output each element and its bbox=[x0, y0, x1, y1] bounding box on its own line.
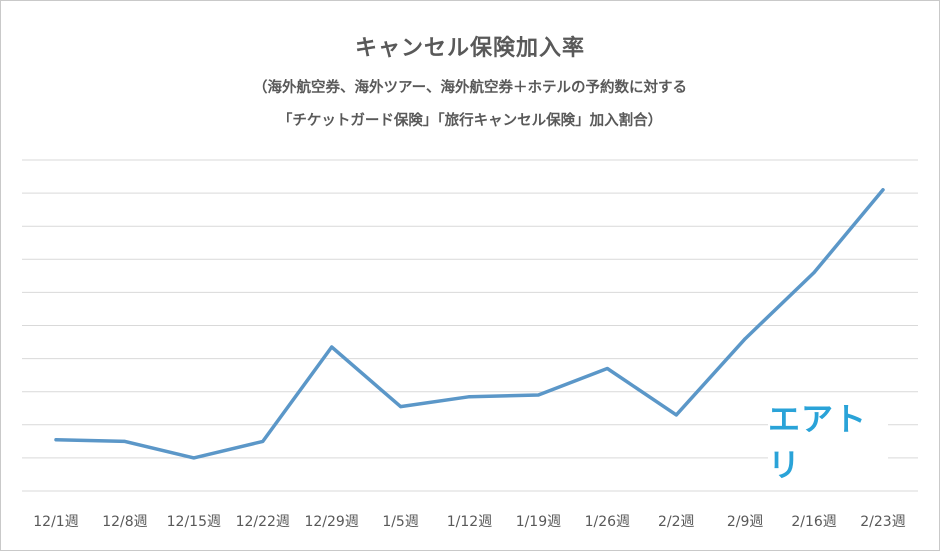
x-tick-label: 1/12週 bbox=[447, 514, 492, 530]
x-tick-label: 2/9週 bbox=[727, 514, 764, 530]
x-tick-label: 1/19週 bbox=[516, 514, 561, 530]
gridlines bbox=[22, 159, 918, 492]
x-tick-label: 2/16週 bbox=[791, 514, 836, 530]
data-point bbox=[468, 395, 471, 399]
airtrip-logo: エアトリ bbox=[768, 400, 888, 484]
chart-subtitle-line-2: 「チケットガード保険」「旅行キャンセル保険」加入割合） bbox=[277, 113, 663, 129]
data-point bbox=[536, 393, 540, 397]
x-tick-label: 2/23週 bbox=[860, 514, 905, 530]
x-tick-label: 12/22週 bbox=[236, 514, 290, 530]
chart-title: キャンセル保険加入率 bbox=[354, 36, 585, 61]
data-point bbox=[399, 405, 403, 409]
data-point bbox=[881, 188, 885, 192]
x-axis-labels: 12/1週 12/8週 12/15週 12/22週 12/29週 1/5週 1/12週 1/1… bbox=[33, 514, 905, 530]
data-point bbox=[54, 438, 58, 442]
data-point bbox=[674, 413, 678, 417]
x-tick-label: 12/8週 bbox=[102, 514, 147, 530]
x-tick-label: 12/29週 bbox=[304, 514, 358, 530]
data-point bbox=[192, 456, 196, 460]
data-point bbox=[743, 337, 747, 341]
chart-subtitle-line-1: （海外航空券、海外ツアー、海外航空券＋ホテルの予約数に対する bbox=[253, 80, 687, 96]
data-point bbox=[261, 439, 265, 443]
series-group bbox=[54, 188, 885, 460]
data-point bbox=[812, 271, 816, 275]
x-tick-label: 12/1週 bbox=[33, 514, 78, 530]
x-tick-label: 1/26週 bbox=[585, 514, 630, 530]
x-tick-label: 1/5週 bbox=[382, 514, 419, 530]
data-point bbox=[330, 345, 334, 349]
series-line bbox=[54, 188, 885, 460]
x-tick-label: 12/15週 bbox=[167, 514, 221, 530]
data-point bbox=[605, 367, 609, 371]
data-point bbox=[123, 439, 127, 443]
x-tick-label: 2/2週 bbox=[658, 514, 695, 530]
